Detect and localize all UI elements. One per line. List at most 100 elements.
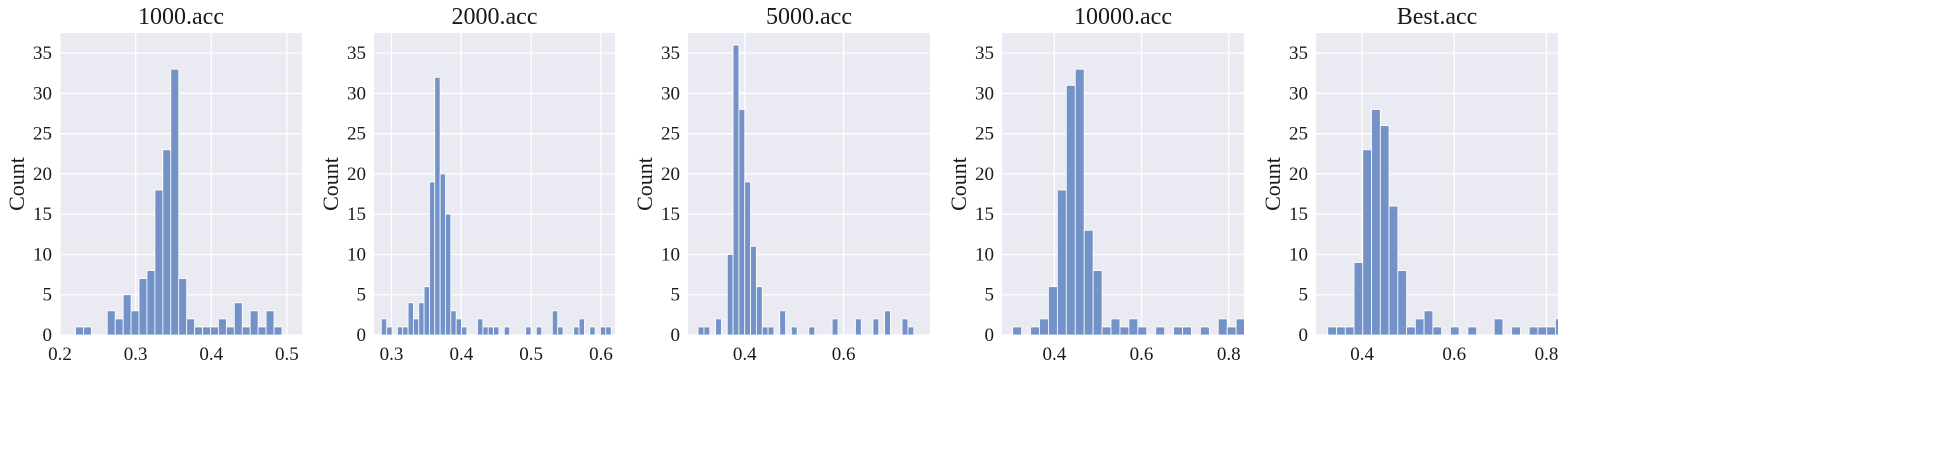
histogram-bar — [106, 310, 116, 335]
histogram-bar — [186, 318, 196, 335]
histogram-bar — [1537, 326, 1548, 335]
histogram-bar — [605, 326, 612, 335]
histogram-bar — [257, 326, 267, 335]
x-tick-label: 0.4 — [199, 344, 223, 365]
histogram-bar — [697, 326, 705, 335]
histogram-bar — [744, 181, 751, 335]
y-tick-label: 25 — [33, 124, 52, 145]
y-tick-label: 30 — [33, 83, 52, 104]
y-tick-label: 35 — [661, 43, 680, 64]
x-tick-label: 0.5 — [275, 344, 299, 365]
histogram-bar — [901, 318, 909, 335]
histogram-panel-4: 0 5 10 15 20 25 30 35 0.4 0.6 0.8 10000.acc Count — [946, 4, 1244, 365]
histogram-bar — [194, 326, 203, 335]
histogram-bar — [1012, 326, 1023, 335]
histogram-bar — [1573, 311, 1582, 335]
histogram-bar — [162, 149, 172, 335]
x-tick-label: 0.6 — [589, 344, 613, 365]
histogram-bar — [397, 326, 404, 335]
x-tick-label: 0.8 — [1217, 344, 1241, 365]
histogram-panel-1: 0 5 10 15 20 25 30 35 0.2 0.3 0.4 0.5 1000.acc Count — [4, 4, 302, 365]
histogram-bar — [386, 326, 393, 335]
y-tick-label: 15 — [1289, 204, 1308, 225]
y-tick-label: 0 — [357, 325, 367, 346]
plot-area — [688, 33, 930, 335]
histogram-bar — [1555, 318, 1558, 335]
histogram-bar — [1119, 326, 1130, 335]
histogram-bar — [1397, 270, 1407, 335]
y-tick-label: 5 — [357, 285, 367, 306]
histogram-bar — [429, 181, 436, 335]
histogram-bar — [1173, 326, 1183, 335]
histogram-bar — [1379, 125, 1390, 335]
x-tick-label: 0.6 — [1130, 344, 1154, 365]
y-tick-label: 30 — [1289, 83, 1308, 104]
x-tick-label: 0.6 — [832, 344, 856, 365]
y-tick-label: 20 — [1289, 164, 1308, 185]
histogram-bar — [1217, 318, 1228, 335]
histogram-bar — [1226, 326, 1237, 335]
histogram-bar — [114, 318, 124, 335]
bars-group — [1327, 109, 1582, 335]
histogram-bar — [273, 326, 283, 335]
histogram-bar — [434, 76, 441, 335]
histogram-bar — [445, 213, 452, 335]
histogram-bar — [1388, 205, 1399, 335]
histogram-bar — [551, 310, 559, 335]
y-tick-label: 15 — [347, 204, 366, 225]
y-axis-label: Count — [946, 157, 971, 211]
histogram-bar — [1155, 326, 1166, 335]
bars-group — [697, 44, 915, 335]
histogram-bar — [402, 326, 409, 335]
y-tick-label: 25 — [975, 124, 994, 145]
plot-area — [1316, 33, 1558, 335]
histogram-bar — [578, 318, 585, 335]
y-tick-label: 20 — [33, 164, 52, 185]
histogram-bar — [482, 326, 489, 335]
y-tick-label: 5 — [985, 285, 995, 306]
histogram-bar — [202, 326, 211, 335]
y-tick-label: 25 — [1289, 124, 1308, 145]
panel-title: 10000.acc — [1074, 4, 1172, 30]
histogram-bar — [418, 302, 425, 335]
y-tick-label: 10 — [1289, 244, 1308, 265]
histogram-bar — [439, 173, 446, 335]
y-axis-label: Count — [318, 157, 343, 211]
x-tick-label: 0.3 — [380, 344, 404, 365]
histogram-bar — [493, 326, 500, 335]
histogram-bar — [138, 278, 148, 335]
y-tick-label: 15 — [661, 204, 680, 225]
histogram-bar — [1449, 326, 1460, 335]
histogram-bar — [1030, 326, 1040, 335]
histogram-bar — [1406, 326, 1416, 335]
histogram-bar — [1546, 326, 1556, 335]
x-tick-label: 0.3 — [124, 344, 148, 365]
histogram-bar — [1199, 326, 1210, 335]
y-tick-label: 5 — [1299, 285, 1309, 306]
histogram-bar — [884, 310, 891, 335]
histogram-bar — [790, 326, 798, 335]
histogram-bar — [907, 326, 915, 335]
histogram-bar — [703, 326, 711, 335]
histogram-bar — [170, 68, 180, 335]
histogram-bar — [1467, 326, 1478, 335]
histogram-panel-5: 0 5 10 15 20 25 30 35 0.4 0.6 0.8 Best.acc Count — [1260, 4, 1582, 365]
histogram-bar — [1128, 318, 1139, 335]
y-tick-label: 10 — [347, 244, 366, 265]
y-tick-label: 30 — [347, 83, 366, 104]
histogram-bar — [455, 318, 462, 335]
histogram-bar — [1056, 189, 1067, 335]
y-tick-label: 0 — [985, 325, 995, 346]
y-tick-label: 20 — [661, 164, 680, 185]
x-tick-label: 0.6 — [1442, 344, 1466, 365]
y-tick-label: 25 — [661, 124, 680, 145]
histogram-bar — [1182, 326, 1192, 335]
histogram-bar — [1048, 286, 1058, 335]
histogram-bar — [407, 302, 414, 335]
histogram-bar — [233, 302, 243, 335]
histogram-bar — [241, 326, 251, 335]
y-tick-label: 0 — [43, 325, 53, 346]
y-tick-label: 10 — [33, 244, 52, 265]
